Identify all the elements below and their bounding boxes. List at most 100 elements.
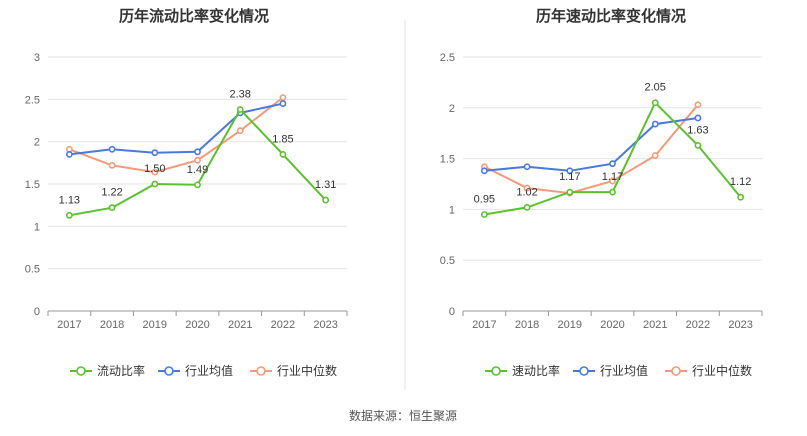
data-point: [194, 156, 201, 164]
data-point: [609, 177, 616, 185]
x-tick-label: 2017: [57, 319, 81, 331]
legend-item[interactable]: 行业均值: [158, 363, 233, 378]
legend-label: 行业中位数: [277, 363, 337, 378]
data-point: [566, 167, 574, 175]
x-tick-label: 2020: [600, 319, 624, 331]
y-tick-label: 2.5: [25, 94, 40, 106]
series-line: [69, 96, 284, 174]
data-label: 1.17: [602, 171, 623, 183]
y-tick-label: 3: [34, 52, 40, 64]
legend-swatch-marker: [164, 366, 174, 376]
legend-item[interactable]: 速动比率: [485, 363, 560, 378]
data-point: [65, 150, 73, 158]
y-tick-label: 0.5: [440, 255, 455, 267]
x-tick-label: 2017: [472, 319, 496, 331]
legend-label: 行业中位数: [692, 363, 752, 378]
legend-swatch-marker: [491, 366, 501, 376]
data-point: [694, 141, 702, 149]
data-label: 2.38: [230, 88, 251, 100]
x-tick-label: 2022: [271, 319, 295, 331]
data-label: 1.31: [315, 179, 336, 191]
data-label: 1.85: [272, 133, 293, 145]
data-point: [566, 188, 574, 196]
data-point: [151, 149, 159, 157]
x-tick-label: 2021: [643, 319, 667, 331]
data-label: 1.63: [687, 124, 708, 136]
data-label: 1.22: [101, 187, 122, 199]
data-point: [694, 114, 702, 122]
y-tick-label: 2.5: [440, 52, 455, 64]
data-point: [236, 127, 244, 135]
x-tick-label: 2018: [100, 319, 124, 331]
legend-label: 行业均值: [185, 363, 233, 378]
data-point: [108, 204, 116, 212]
x-tick-label: 2021: [228, 319, 252, 331]
legend-item[interactable]: 行业中位数: [250, 363, 337, 378]
chart-title: 历年流动比率变化情况: [119, 7, 269, 25]
data-point: [65, 211, 73, 219]
y-tick-label: 0: [449, 306, 455, 318]
data-point: [151, 168, 159, 176]
x-tick-label: 2023: [313, 319, 337, 331]
legend-label: 速动比率: [512, 363, 560, 378]
data-point: [480, 211, 488, 218]
data-point: [279, 100, 287, 107]
data-point: [108, 161, 116, 169]
data-source: 数据来源：恒生聚源: [349, 408, 457, 423]
data-point: [279, 94, 287, 102]
data-point: [609, 188, 616, 196]
data-label: 0.95: [474, 193, 495, 205]
data-point: [737, 193, 745, 201]
x-tick-label: 2019: [558, 319, 582, 331]
data-point: [480, 167, 488, 175]
data-label: 1.02: [516, 186, 537, 198]
y-tick-label: 0: [34, 306, 40, 318]
data-point: [609, 160, 616, 168]
data-label: 1.13: [59, 194, 80, 206]
legend-swatch-marker: [579, 366, 589, 376]
legend-swatch-marker: [671, 366, 681, 376]
data-point: [279, 150, 287, 158]
x-tick-label: 2020: [185, 319, 209, 331]
data-point: [651, 99, 659, 107]
data-point: [523, 163, 531, 171]
y-tick-label: 1: [449, 204, 455, 216]
y-tick-label: 1.5: [440, 154, 455, 166]
series-line: [483, 104, 699, 195]
y-tick-label: 2: [34, 137, 40, 149]
data-label: 1.17: [559, 171, 580, 183]
data-point: [194, 181, 201, 189]
legend-item[interactable]: 行业中位数: [665, 363, 752, 378]
y-tick-label: 0.5: [25, 264, 40, 276]
data-point: [322, 196, 330, 204]
data-label: 1.12: [730, 176, 751, 188]
data-point: [651, 152, 659, 159]
data-label: 1.50: [144, 163, 165, 175]
y-tick-label: 1.5: [25, 179, 40, 191]
chart-panel-1: 历年流动比率变化情况 0 0.5 1 1.5 2 2.5 3 2017 2018 2019 2020 2…: [25, 7, 348, 378]
data-point: [151, 180, 159, 188]
data-point: [523, 184, 531, 192]
data-point: [651, 120, 659, 128]
series-line: [484, 117, 699, 172]
legend-swatch-marker: [76, 366, 86, 376]
legend-swatch-marker: [256, 366, 266, 376]
legend-label: 行业均值: [600, 363, 648, 378]
x-tick-label: 2018: [515, 319, 539, 331]
legend-item[interactable]: 流动比率: [70, 363, 145, 378]
x-tick-label: 2022: [686, 319, 710, 331]
x-tick-label: 2023: [728, 319, 752, 331]
data-label: 1.49: [187, 164, 208, 176]
data-label: 2.05: [645, 82, 666, 94]
chart-title: 历年速动比率变化情况: [536, 7, 686, 25]
legend-item[interactable]: 行业均值: [573, 363, 648, 378]
y-tick-label: 2: [449, 103, 455, 115]
data-point: [694, 101, 702, 109]
data-point: [194, 148, 201, 156]
x-tick-label: 2019: [143, 319, 167, 331]
chart-panel-2: 历年速动比率变化情况 0 0.5 1 1.5 2 2.5 2017 2018 2019 2020 20…: [440, 7, 763, 378]
y-tick-label: 1: [34, 221, 40, 233]
legend-label: 流动比率: [97, 363, 145, 378]
series-line: [69, 102, 284, 156]
